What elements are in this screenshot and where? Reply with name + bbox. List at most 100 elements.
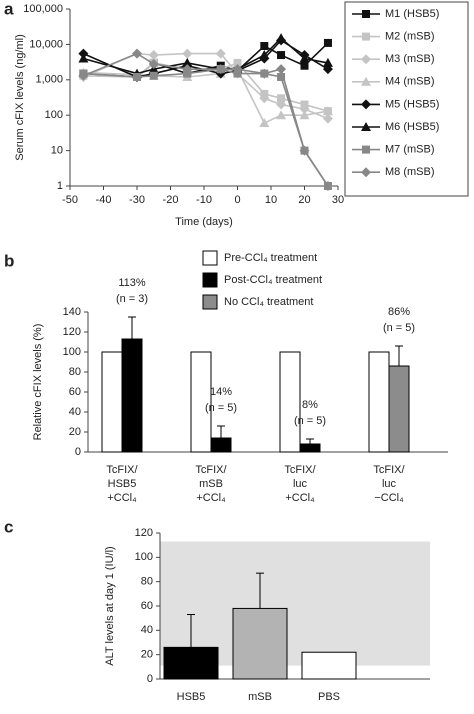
marker [132,48,142,59]
bar [121,338,143,453]
x-tick-label: -50 [62,194,78,206]
y-tick-label: 80 [69,366,81,378]
x-tick-label: mSB [248,691,272,703]
x-tick-label: TcFIX/mSB +CCl₄ [195,464,227,504]
panel-letter: b [4,251,14,270]
y-tick-label: 1,000 [35,74,63,86]
legend-label: M7 (mSB) [385,144,435,156]
marker [259,93,270,104]
y-tick-label: 120 [135,527,153,539]
bar [210,437,232,453]
x-tick-label: TcFIX/luc −CCl₄ [373,464,405,504]
y-tick-label: 0 [147,673,153,685]
marker [277,51,286,60]
marker [182,48,193,59]
marker [299,145,310,156]
panel-letter: a [4,0,14,18]
y-axis-label: ALT levels at day 1 (IU/l) [104,546,116,665]
marker [276,33,287,43]
y-tick-label: 1 [57,180,63,192]
y-tick-label: 40 [69,406,81,418]
x-tick-label: -10 [196,194,212,206]
legend-label: M2 (mSB) [385,31,435,43]
marker [361,167,371,178]
marker [322,106,333,116]
marker [276,110,287,120]
marker [361,99,371,110]
marker [133,72,141,81]
y-tick-label: 100 [63,346,81,358]
y-tick-label: 10,000 [29,38,63,50]
value-label: 8% [302,399,318,411]
marker [277,94,286,103]
x-tick-label: 10 [265,194,277,206]
marker [361,76,371,86]
y-axis-label: Serum cFIX levels (ng/ml) [14,34,26,161]
marker [362,10,370,18]
marker [299,110,310,120]
marker [215,48,226,59]
bar [163,646,219,680]
bar [232,607,288,680]
bar [190,351,212,453]
marker [299,53,310,63]
marker [322,181,333,191]
marker [361,54,371,65]
legend-label: No CCl₄ treatment [224,296,313,308]
bar [301,651,357,680]
marker [148,50,159,61]
legend-label: M8 (mSB) [385,166,435,178]
y-tick-label: 100 [45,109,63,121]
x-tick-label: 20 [298,194,310,206]
marker [232,64,243,75]
marker [361,122,371,131]
bar [388,365,410,453]
x-tick-label: 30 [332,194,344,206]
x-tick-label: -20 [163,194,179,206]
panel-letter: c [4,517,13,536]
legend-label: Post-CCl₄ treatment [224,274,322,286]
bar [368,351,390,453]
legend-label: M5 (HSB5) [385,98,439,110]
legend-label: Pre-CCl₄ treatment [224,252,317,264]
marker [260,42,269,51]
marker [276,99,287,110]
series-line [83,68,329,187]
y-tick-label: 140 [63,306,81,318]
bar [279,351,301,453]
sample-label: (n = 5) [205,402,237,414]
y-tick-label: 20 [69,426,81,438]
legend-swatch [202,294,218,310]
marker [259,118,270,128]
x-tick-label: -30 [129,194,145,206]
legend-label: M4 (mSB) [385,76,435,88]
bar [299,443,321,453]
series-line [83,37,329,75]
series-line [83,52,329,187]
x-tick-label: HSB5 [177,691,206,703]
y-tick-label: 40 [141,624,153,636]
x-tick-label: PBS [318,691,340,703]
marker [322,57,333,67]
y-tick-label: 20 [141,649,153,661]
marker [78,70,89,81]
marker [362,32,370,41]
marker [259,68,270,79]
sample-label: (n = 3) [116,293,148,305]
y-tick-label: 100,000 [23,3,63,15]
bar [101,351,123,453]
value-label: 113% [118,277,146,289]
x-tick-label: -40 [96,194,112,206]
marker [78,53,89,63]
sample-label: (n = 5) [294,415,326,427]
marker [299,103,310,114]
y-tick-label: 80 [141,576,153,588]
legend-swatch [202,272,218,288]
y-axis-label: Relative cFIX levels (%) [32,324,44,441]
series-line [83,61,329,112]
value-label: 86% [388,306,410,318]
x-tick-label: 0 [234,194,240,206]
marker [259,50,270,60]
marker [182,57,193,67]
